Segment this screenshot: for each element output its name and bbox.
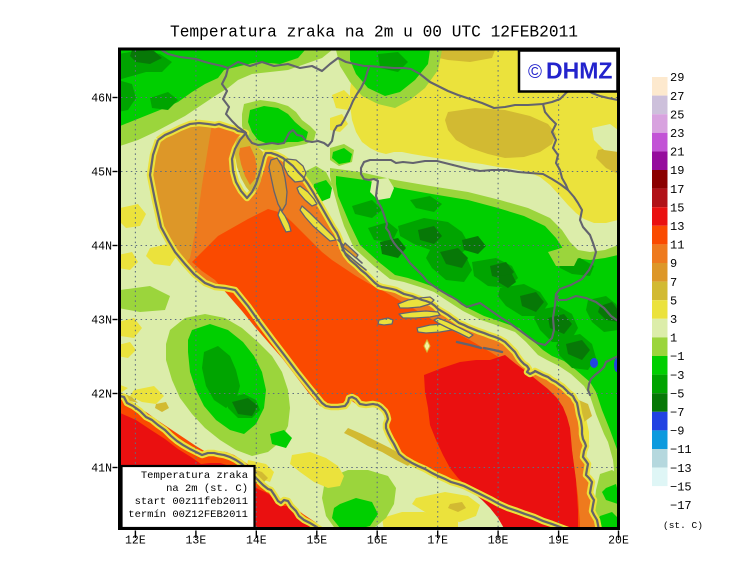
svg-text:1: 1 <box>670 332 677 346</box>
svg-text:13E: 13E <box>186 535 207 548</box>
svg-text:21: 21 <box>670 146 684 160</box>
svg-text:20E: 20E <box>608 535 629 548</box>
svg-text:−3: −3 <box>670 369 684 383</box>
svg-text:termín 00Z12FEB2011: termín 00Z12FEB2011 <box>128 509 248 521</box>
svg-text:17: 17 <box>670 183 684 197</box>
svg-text:−5: −5 <box>670 387 684 401</box>
svg-text:9: 9 <box>670 257 677 271</box>
svg-text:43N: 43N <box>91 315 112 328</box>
svg-text:−1: −1 <box>670 350 684 364</box>
svg-text:DHMZ: DHMZ <box>546 58 612 84</box>
svg-text:Temperatura zraka: Temperatura zraka <box>141 470 248 482</box>
svg-text:−7: −7 <box>670 406 684 420</box>
svg-text:27: 27 <box>670 90 684 104</box>
svg-text:5: 5 <box>670 294 677 308</box>
svg-text:25: 25 <box>670 108 684 122</box>
svg-text:15: 15 <box>670 201 684 215</box>
svg-text:44N: 44N <box>91 241 112 254</box>
svg-text:15E: 15E <box>306 535 327 548</box>
svg-text:41N: 41N <box>91 463 112 476</box>
svg-text:na 2m (st. C): na 2m (st. C) <box>166 483 248 495</box>
svg-text:12E: 12E <box>125 535 146 548</box>
svg-text:11: 11 <box>670 239 684 253</box>
svg-text:16E: 16E <box>367 535 388 548</box>
svg-text:3: 3 <box>670 313 677 327</box>
svg-text:46N: 46N <box>91 93 112 106</box>
svg-text:−17: −17 <box>670 499 692 513</box>
svg-text:(st. C): (st. C) <box>663 520 703 531</box>
svg-text:29: 29 <box>670 71 684 85</box>
svg-text:©: © <box>528 62 542 83</box>
svg-text:23: 23 <box>670 127 684 141</box>
svg-text:19E: 19E <box>548 535 569 548</box>
svg-text:17E: 17E <box>427 535 448 548</box>
svg-text:14E: 14E <box>246 535 267 548</box>
svg-text:45N: 45N <box>91 167 112 180</box>
svg-text:42N: 42N <box>91 389 112 402</box>
svg-text:−9: −9 <box>670 425 684 439</box>
svg-text:13: 13 <box>670 220 684 234</box>
svg-text:18E: 18E <box>488 535 509 548</box>
svg-text:−15: −15 <box>670 480 692 494</box>
svg-text:−13: −13 <box>670 462 692 476</box>
svg-text:19: 19 <box>670 164 684 178</box>
svg-text:Temperatura zraka na 2m u 00 U: Temperatura zraka na 2m u 00 UTC 12FEB20… <box>170 24 578 42</box>
svg-text:start 00z11feb2011: start 00z11feb2011 <box>135 496 248 508</box>
svg-text:−11: −11 <box>670 443 692 457</box>
svg-text:7: 7 <box>670 276 677 290</box>
